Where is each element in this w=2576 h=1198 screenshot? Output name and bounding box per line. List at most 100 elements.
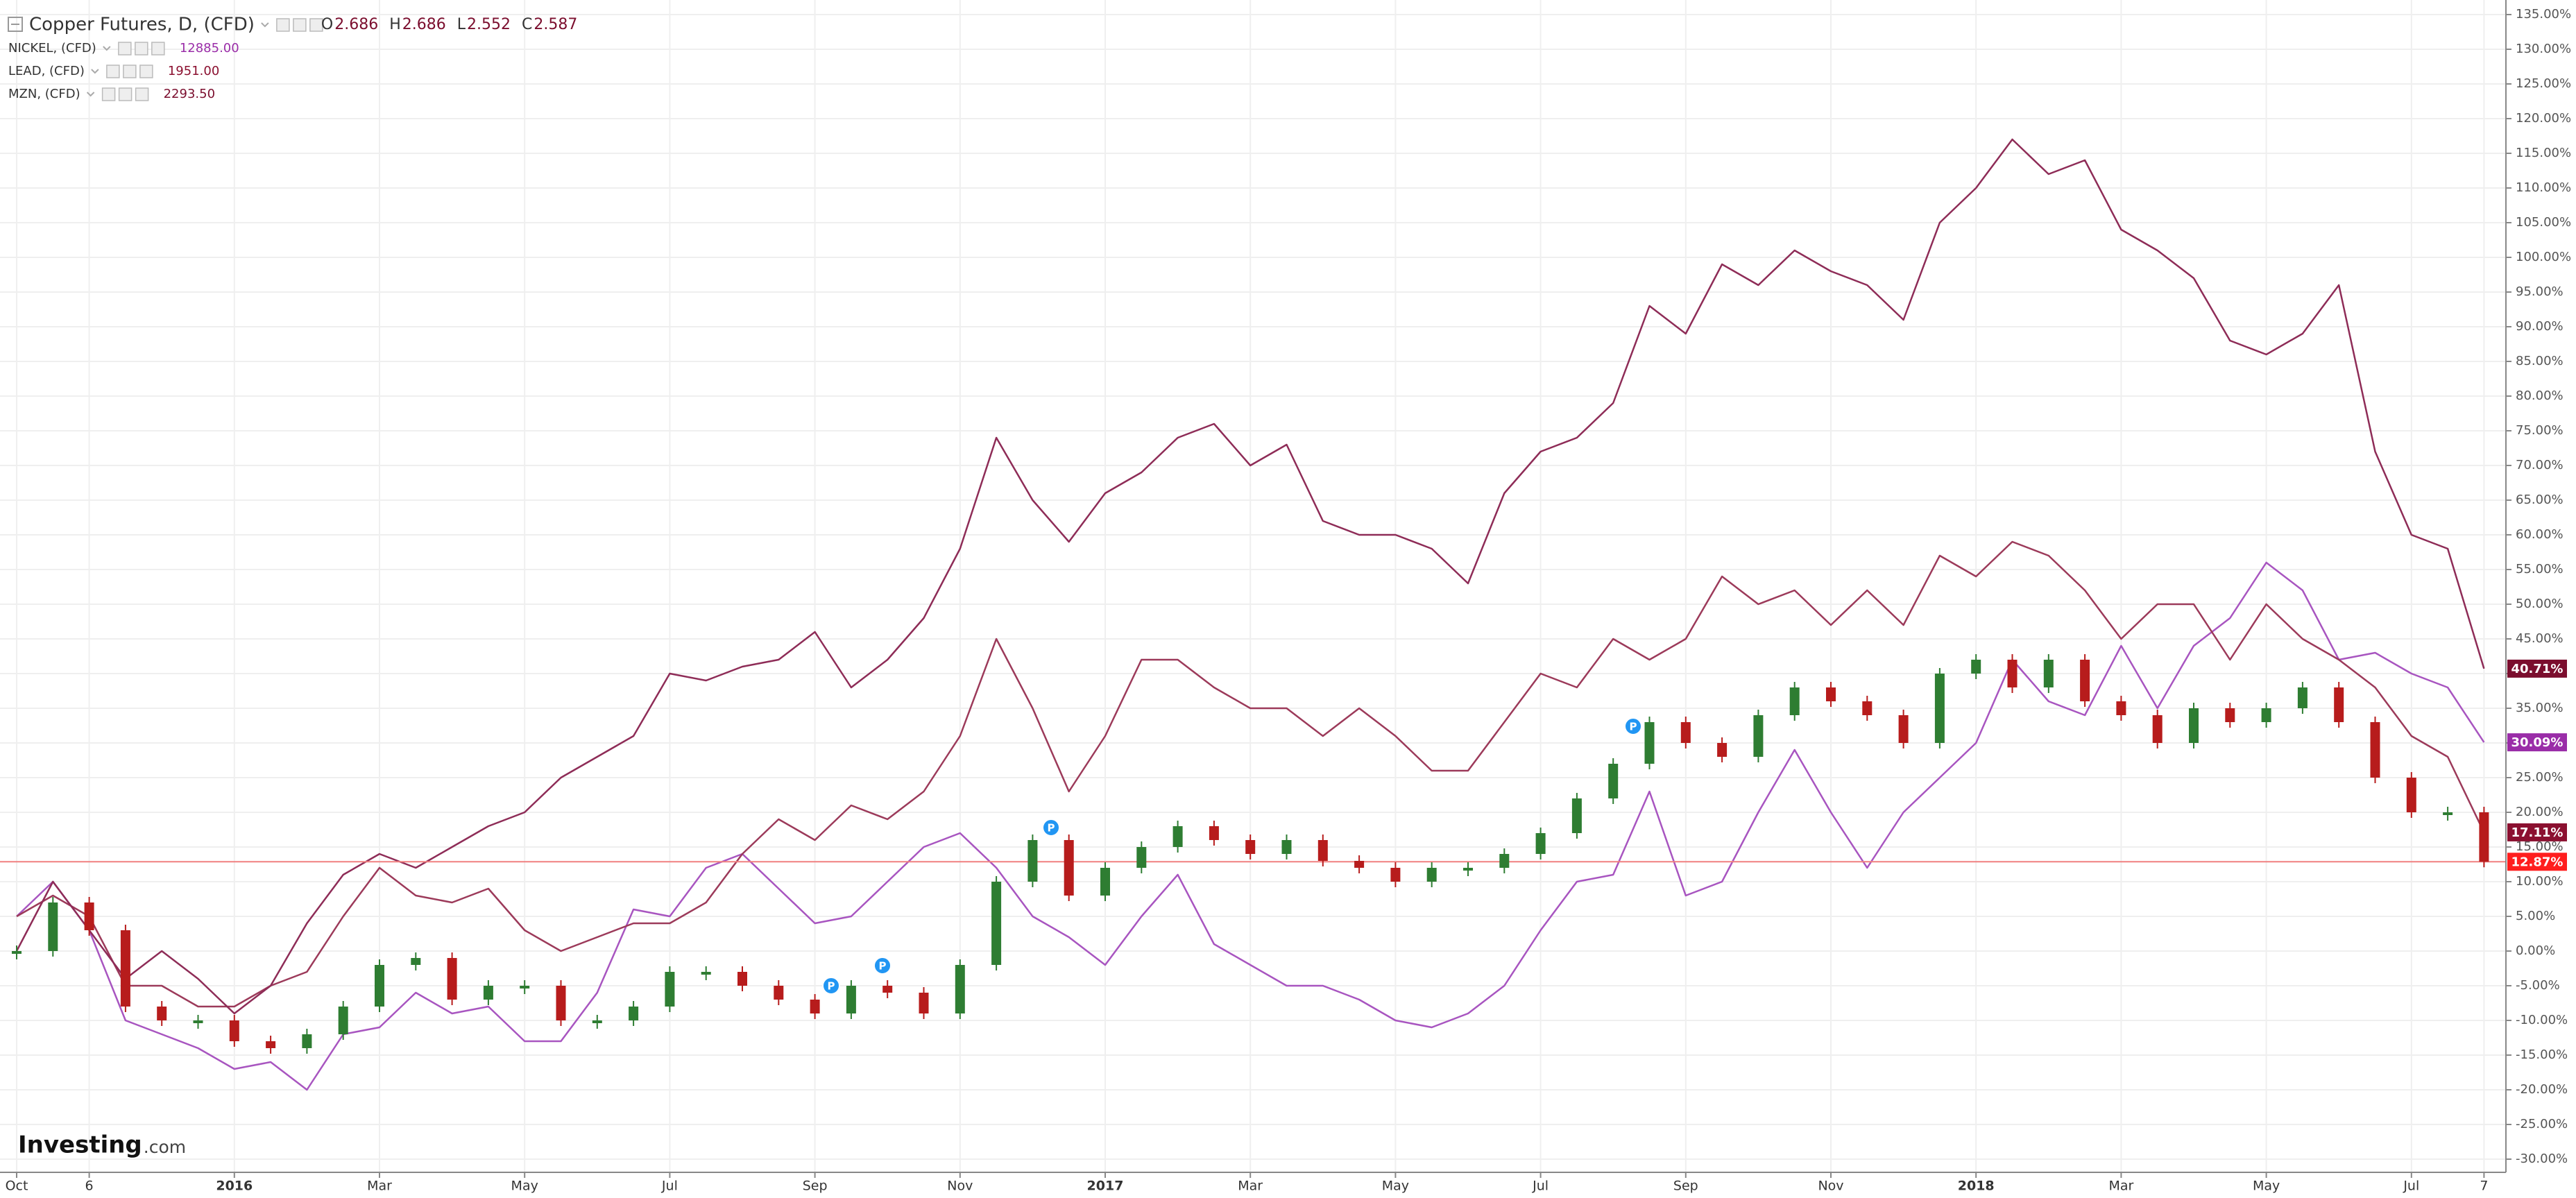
candle	[48, 902, 58, 951]
y-tick-label: 0.00%	[2516, 943, 2555, 958]
event-marker-label: P	[1630, 721, 1637, 733]
candle	[84, 902, 94, 930]
candle	[1826, 687, 1836, 701]
candle	[629, 1007, 639, 1020]
candle	[1753, 715, 1764, 757]
candle	[157, 1007, 167, 1020]
legend-dropdown	[86, 92, 95, 97]
legend-button	[309, 18, 323, 32]
x-tick-label: 6	[85, 1179, 94, 1194]
legend-button	[139, 65, 153, 78]
candle	[1608, 764, 1619, 798]
legend-dropdown	[103, 46, 111, 51]
candle	[991, 882, 1002, 965]
legend-button	[118, 87, 133, 101]
x-tick-label: 2017	[1087, 1179, 1124, 1194]
legend-value: 2.552	[467, 16, 511, 33]
candle	[1317, 840, 1328, 861]
candle	[12, 951, 22, 954]
candle	[955, 965, 965, 1013]
candle	[2152, 715, 2163, 743]
y-tick-label: 10.00%	[2516, 874, 2564, 889]
candle	[1499, 854, 1510, 868]
legend-value: 2.686	[334, 16, 378, 33]
candle	[2225, 708, 2235, 722]
candle	[1390, 868, 1401, 882]
x-tick-label: May	[511, 1179, 538, 1194]
candle	[1245, 840, 1256, 854]
legend-button	[106, 65, 120, 78]
legend-value: 2.686	[402, 16, 446, 33]
y-tick-label: 60.00%	[2516, 527, 2564, 542]
y-tick-label: 50.00%	[2516, 597, 2564, 611]
candle	[1934, 674, 1945, 743]
candle	[2334, 687, 2344, 722]
candle	[520, 986, 530, 989]
candle	[1862, 701, 1873, 715]
candle	[882, 986, 893, 993]
y-tick-label: 85.00%	[2516, 354, 2564, 368]
y-tick-label: 65.00%	[2516, 493, 2564, 507]
candle	[1571, 798, 1582, 833]
legend-button	[293, 18, 307, 32]
last-value-badge	[2507, 659, 2567, 678]
legend-name: NICKEL, (CFD)	[8, 41, 96, 55]
candle	[2406, 778, 2416, 812]
last-value-label: 17.11%	[2511, 825, 2564, 840]
x-tick-label: Mar	[2108, 1179, 2133, 1194]
logo-suffix: .com	[144, 1137, 186, 1157]
legend: Copper Futures, D, (CFD) O 2.686 H 2.686 L 2.5…	[8, 15, 577, 101]
x-tick-label: May	[1382, 1179, 1409, 1194]
y-tick-label: 80.00%	[2516, 388, 2564, 403]
x-tick-label: Nov	[947, 1179, 973, 1194]
legend-dropdown	[261, 22, 269, 28]
x-tick-label: Sep	[803, 1179, 828, 1194]
candle	[1789, 687, 1800, 715]
candle	[1100, 868, 1110, 896]
y-tick-label: 45.00%	[2516, 631, 2564, 646]
event-marker-label: P	[828, 980, 835, 993]
candle	[193, 1020, 203, 1023]
y-tick-label: 95.00%	[2516, 284, 2564, 299]
candle	[266, 1041, 276, 1048]
candle	[846, 986, 856, 1013]
x-tick-label: Jul	[661, 1179, 678, 1194]
y-tick-label: 115.00%	[2516, 146, 2571, 160]
legend-button	[151, 42, 165, 55]
legend-value-key: O	[321, 16, 333, 33]
candle	[411, 958, 421, 965]
last-value-badge	[2507, 733, 2567, 752]
event-marker	[822, 977, 840, 995]
y-tick-label: 105.00%	[2516, 215, 2571, 230]
y-tick-label: -20.00%	[2516, 1082, 2568, 1097]
candle	[2080, 660, 2090, 701]
event-marker	[873, 957, 892, 975]
y-tick-label: 70.00%	[2516, 458, 2564, 472]
logo-brand: Investing	[18, 1131, 142, 1159]
legend-value-key: H	[389, 16, 401, 33]
legend-value-key: L	[457, 16, 466, 33]
x-tick-label: 2016	[216, 1179, 253, 1194]
y-tick-label: 110.00%	[2516, 180, 2571, 195]
legend-value: 2.587	[534, 16, 577, 33]
y-tick-label: 90.00%	[2516, 319, 2564, 334]
legend-dropdown	[91, 69, 99, 74]
y-tick-label: 125.00%	[2516, 76, 2571, 91]
y-tick-label: -30.00%	[2516, 1152, 2568, 1166]
candle	[737, 972, 747, 986]
candle	[229, 1020, 239, 1041]
y-tick-label: -10.00%	[2516, 1013, 2568, 1027]
legend-name: Copper Futures, D, (CFD)	[29, 15, 255, 35]
x-tick-label: Sep	[1673, 1179, 1698, 1194]
candle	[2189, 708, 2199, 743]
y-tick-label: 120.00%	[2516, 111, 2571, 126]
y-tick-label: -5.00%	[2516, 978, 2560, 993]
candle	[2479, 812, 2489, 862]
legend-value: 12885.00	[180, 41, 239, 55]
candle	[1172, 826, 1183, 847]
legend-name: MZN, (CFD)	[8, 87, 80, 101]
candle	[1354, 861, 1365, 868]
legend-button	[276, 18, 290, 32]
x-tick-label: 2018	[1958, 1179, 1995, 1194]
